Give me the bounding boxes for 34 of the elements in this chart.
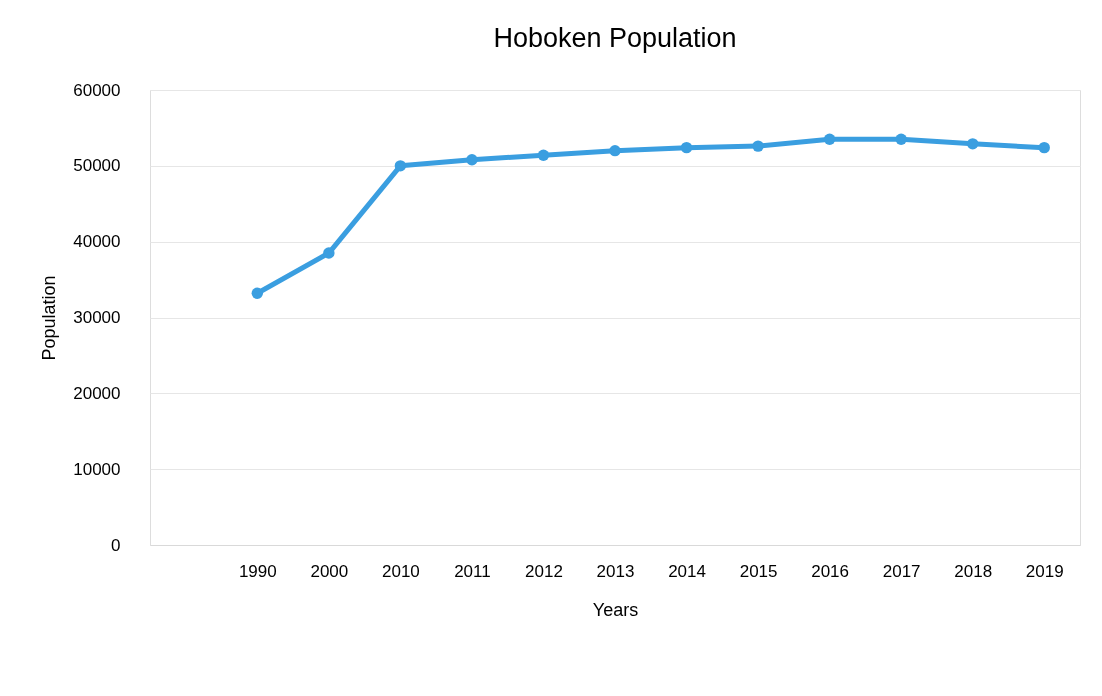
- x-tick-label: 2014: [668, 561, 706, 581]
- point: [251, 287, 264, 299]
- y-tick-label: 50000: [73, 156, 121, 176]
- point: [323, 247, 335, 259]
- x-tick-label: 2010: [381, 561, 420, 581]
- x-tick-label: 2016: [811, 561, 850, 581]
- y-axis-title: Population: [39, 275, 60, 361]
- point: [466, 154, 478, 166]
- x-tick-label: 2019: [1025, 561, 1064, 581]
- x-tick-label: 2017: [882, 561, 921, 581]
- y-tick-label: 10000: [73, 459, 121, 479]
- point: [609, 144, 621, 157]
- x-tick-label: 2013: [596, 561, 635, 581]
- point: [752, 140, 764, 152]
- y-tick-label: 60000: [73, 80, 121, 100]
- x-tick-label: 2015: [739, 561, 778, 581]
- x-tick-label: 2011: [454, 561, 491, 581]
- x-axis-title: Years: [592, 599, 639, 620]
- x-tick-label: 2018: [954, 561, 993, 581]
- chart-title: Hoboken Population: [493, 23, 737, 53]
- x-tick-label: 1990: [238, 561, 277, 581]
- point: [680, 141, 693, 154]
- x-tick-label: 2012: [525, 561, 563, 581]
- point: [966, 138, 979, 150]
- point: [537, 149, 550, 161]
- point: [823, 133, 836, 145]
- point: [394, 160, 407, 172]
- y-tick-label: 30000: [73, 308, 121, 327]
- point: [1038, 141, 1050, 154]
- point: [895, 133, 907, 145]
- x-tick-label: 2000: [310, 561, 349, 581]
- y-tick-label: 20000: [73, 383, 121, 403]
- y-tick-label: 40000: [73, 232, 121, 252]
- y-tick-label: 0: [111, 535, 121, 555]
